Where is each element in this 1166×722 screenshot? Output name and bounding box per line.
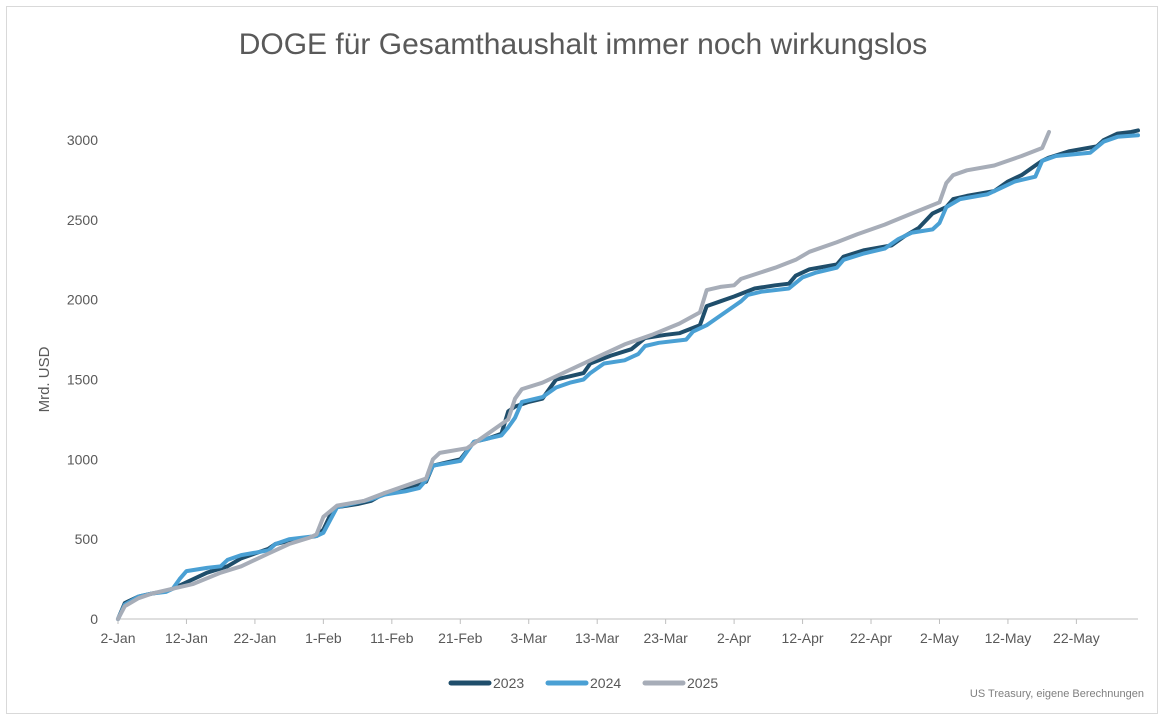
x-tick-label: 2-Jan xyxy=(100,630,135,646)
x-tick-label: 2-Apr xyxy=(717,630,752,646)
chart-series xyxy=(116,128,1140,621)
x-tick-label: 3-Mar xyxy=(510,630,547,646)
y-tick-label: 3000 xyxy=(67,132,98,148)
y-tick-label: 1500 xyxy=(67,372,98,388)
x-tick-label: 12-Apr xyxy=(782,630,824,646)
legend-label-2025: 2025 xyxy=(687,675,718,691)
x-tick-label: 12-Jan xyxy=(165,630,208,646)
y-tick-label: 1000 xyxy=(67,451,98,467)
chart-axes: Mrd. USD 0 500 1000 1500 2000 2500 3000 2-Jan 12-… xyxy=(36,132,1138,646)
x-tick-label: 22-Jan xyxy=(234,630,277,646)
x-tick-label: 22-May xyxy=(1053,630,1100,646)
legend-label-2024: 2024 xyxy=(590,675,621,691)
x-tick-label: 23-Mar xyxy=(643,630,688,646)
x-tick-label: 2-May xyxy=(920,630,959,646)
chart-title: DOGE für Gesamthaushalt immer noch wirku… xyxy=(238,28,928,61)
y-axis-label: Mrd. USD xyxy=(36,346,53,412)
x-tick-label: 22-Apr xyxy=(850,630,892,646)
legend-label-2023: 2023 xyxy=(493,675,524,691)
source-note: US Treasury, eigene Berechnungen xyxy=(969,688,1144,700)
y-tick-label: 2500 xyxy=(67,212,98,228)
y-tick-label: 500 xyxy=(75,531,99,547)
x-tick-label: 13-Mar xyxy=(575,630,620,646)
series-line-2025 xyxy=(116,130,1051,621)
x-tick-label: 11-Feb xyxy=(370,630,414,646)
chart-frame xyxy=(6,6,1158,714)
x-tick-label: 1-Feb xyxy=(305,630,342,646)
x-tick-label: 21-Feb xyxy=(438,630,483,646)
y-tick-label: 0 xyxy=(90,611,98,627)
chart-legend: 2023 2024 2025 xyxy=(448,675,718,691)
y-tick-label: 2000 xyxy=(67,292,98,308)
x-tick-label: 12-May xyxy=(985,630,1032,646)
series-line-2024 xyxy=(116,133,1140,621)
